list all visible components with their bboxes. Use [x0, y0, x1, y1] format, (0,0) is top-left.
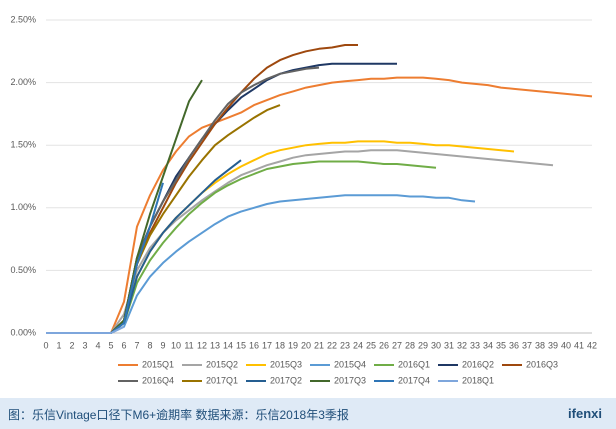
series-line [46, 140, 515, 334]
x-tick-label: 3 [82, 340, 87, 350]
y-tick-label: 2.50% [10, 14, 36, 24]
caption-bar: 图：乐信Vintage口径下M6+逾期率 数据来源：乐信2018年3季报 ife… [0, 398, 616, 429]
legend-label: 2016Q2 [462, 359, 494, 369]
x-tick-label: 39 [548, 340, 558, 350]
series-line [46, 66, 320, 334]
x-tick-label: 11 [184, 340, 193, 350]
x-tick-label: 12 [197, 340, 207, 350]
y-tick-label: 1.00% [10, 202, 36, 212]
x-tick-label: 24 [353, 340, 363, 350]
x-tick-label: 25 [366, 340, 376, 350]
x-tick-label: 22 [327, 340, 337, 350]
x-tick-label: 26 [379, 340, 389, 350]
x-tick-label: 2 [69, 340, 74, 350]
legend-label: 2017Q3 [334, 375, 366, 385]
x-tick-label: 42 [587, 340, 597, 350]
legend-label: 2017Q2 [270, 375, 302, 385]
x-tick-label: 8 [147, 340, 152, 350]
x-tick-label: 38 [535, 340, 545, 350]
series-line [46, 76, 593, 334]
y-tick-label: 0.00% [10, 327, 36, 337]
x-tick-label: 1 [56, 340, 61, 350]
y-tick-label: 1.50% [10, 140, 36, 150]
x-tick-label: 9 [160, 340, 165, 350]
legend-label: 2017Q1 [206, 375, 238, 385]
x-tick-label: 23 [340, 340, 350, 350]
x-tick-label: 32 [457, 340, 467, 350]
caption: 图：乐信Vintage口径下M6+逾期率 数据来源：乐信2018年3季报 [8, 408, 349, 422]
series-line [46, 62, 397, 334]
legend-label: 2015Q4 [334, 359, 366, 369]
y-tick-label: 2.00% [10, 77, 36, 87]
x-tick-label: 0 [43, 340, 48, 350]
chart: 0.00%0.50%1.00%1.50%2.00%2.50%0 1 2 3 4 5 6 7 8 9… [10, 14, 597, 385]
y-tick-label: 0.50% [10, 265, 36, 275]
x-tick-label: 37 [522, 340, 532, 350]
series-line [46, 44, 358, 334]
x-tick-label: 18 [275, 340, 285, 350]
x-tick-label: 14 [223, 340, 233, 350]
series-line [46, 325, 125, 334]
x-tick-label: 5 [108, 340, 113, 350]
x-tick-label: 28 [405, 340, 415, 350]
x-tick-label: 36 [509, 340, 519, 350]
legend-label: 2015Q2 [206, 359, 238, 369]
series-line [46, 104, 281, 334]
x-tick-label: 17 [262, 340, 272, 350]
logo: ifenxi [568, 406, 602, 421]
series-line [46, 160, 437, 334]
x-tick-label: 35 [496, 340, 506, 350]
x-tick-label: 20 [301, 340, 311, 350]
legend-label: 2018Q1 [462, 375, 494, 385]
series-line [46, 79, 203, 334]
x-tick-label: 29 [418, 340, 428, 350]
x-tick-label: 34 [483, 340, 493, 350]
x-tick-label: 41 [574, 340, 584, 350]
x-tick-label: 19 [288, 340, 298, 350]
x-tick-label: 6 [121, 340, 126, 350]
x-tick-label: 7 [134, 340, 139, 350]
legend-label: 2016Q3 [526, 359, 558, 369]
legend-label: 2015Q1 [142, 359, 174, 369]
legend-label: 2016Q1 [398, 359, 430, 369]
legend-label: 2017Q4 [398, 375, 430, 385]
x-tick-label: 13 [210, 340, 220, 350]
x-tick-label: 27 [392, 340, 402, 350]
x-tick-label: 4 [95, 340, 100, 350]
x-tick-label: 10 [171, 340, 181, 350]
series-line [46, 194, 476, 334]
x-tick-label: 40 [561, 340, 571, 350]
legend-label: 2015Q3 [270, 359, 302, 369]
x-tick-label: 31 [444, 340, 454, 350]
legend-label: 2016Q4 [142, 375, 174, 385]
x-tick-label: 15 [236, 340, 246, 350]
x-tick-label: 33 [470, 340, 480, 350]
x-tick-label: 16 [249, 340, 259, 350]
x-tick-label: 21 [314, 340, 324, 350]
x-tick-label: 30 [431, 340, 441, 350]
